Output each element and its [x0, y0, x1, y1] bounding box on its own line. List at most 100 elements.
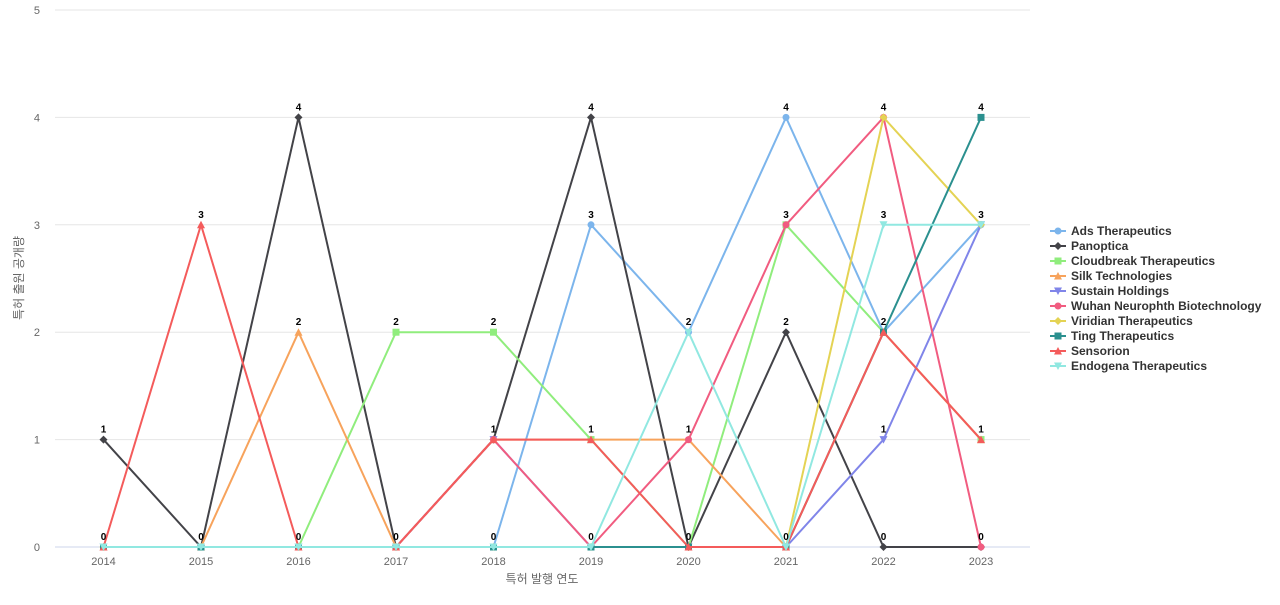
- y-tick-label: 0: [34, 542, 40, 554]
- series-cloudbreak-therapeutics[interactable]: [100, 221, 985, 551]
- legend-item[interactable]: Silk Technologies: [1050, 269, 1172, 283]
- data-point[interactable]: [977, 543, 985, 551]
- legend-item[interactable]: Viridian Therapeutics: [1050, 314, 1193, 328]
- legend-symbol: [1054, 317, 1062, 325]
- data-label: 1: [686, 425, 692, 436]
- data-point[interactable]: [977, 221, 985, 229]
- data-point[interactable]: [489, 543, 498, 552]
- x-tick-label: 2015: [189, 556, 213, 568]
- x-axis-title: 특허 발행 연도: [506, 571, 579, 586]
- x-axis-ticks: 2014 2015 2016 2017 2018 2019 2020 2021 2022 2023: [91, 556, 993, 568]
- data-label: 0: [588, 532, 594, 543]
- x-tick-label: 2023: [969, 556, 993, 568]
- data-label: 4: [881, 102, 887, 113]
- data-point[interactable]: [879, 328, 888, 336]
- series-line: [102, 223, 982, 548]
- data-point[interactable]: [490, 328, 497, 336]
- y-tick-label: 5: [34, 5, 40, 17]
- data-label: 3: [881, 210, 887, 221]
- data-point[interactable]: [587, 113, 595, 122]
- data-point[interactable]: [99, 435, 108, 444]
- data-point[interactable]: [782, 221, 790, 229]
- data-point[interactable]: [685, 436, 692, 444]
- grid-lines: [55, 9, 1030, 548]
- series-line: [103, 223, 981, 548]
- legend-item[interactable]: Wuhan Neurophth Biotechnology: [1050, 299, 1262, 313]
- data-label: 0: [101, 532, 107, 543]
- data-label: 2: [491, 317, 497, 328]
- y-tick-label: 1: [34, 435, 40, 447]
- data-label: 1: [588, 425, 594, 436]
- y-tick-label: 2: [34, 327, 40, 339]
- legend-label: Cloudbreak Therapeutics: [1071, 254, 1215, 268]
- data-label: 1: [491, 425, 497, 436]
- legend-symbol: [1054, 362, 1062, 370]
- data-label: 4: [296, 102, 302, 113]
- data-label: 2: [686, 317, 692, 328]
- data-label: 2: [881, 317, 887, 328]
- legend-symbol: [1054, 332, 1062, 340]
- series-endogena-therapeutics[interactable]: [99, 221, 986, 552]
- data-point[interactable]: [294, 328, 303, 336]
- data-point[interactable]: [99, 543, 108, 552]
- data-point[interactable]: [392, 328, 400, 336]
- legend-item[interactable]: Cloudbreak Therapeutics: [1050, 254, 1215, 268]
- data-label: 1: [881, 425, 887, 436]
- data-point[interactable]: [294, 543, 303, 552]
- x-tick-label: 2014: [91, 556, 115, 568]
- data-labels: 1 0 3 0 4 2 0 2 0 2 1 0 4 3 1 0 2 1 0 4 3 2 0 4 3 2 1 0 4 3 1 0: [101, 102, 985, 543]
- data-label: 2: [393, 317, 399, 328]
- data-point[interactable]: [392, 543, 400, 552]
- legend-symbol: [1054, 257, 1062, 265]
- legend-label: Silk Technologies: [1071, 269, 1172, 283]
- legend-symbol: [1054, 242, 1062, 250]
- x-tick-label: 2017: [384, 556, 408, 568]
- series-lines: [99, 113, 986, 552]
- data-label: 0: [296, 532, 302, 543]
- data-point[interactable]: [197, 220, 205, 229]
- data-point[interactable]: [587, 435, 595, 444]
- legend-item[interactable]: Endogena Therapeutics: [1050, 359, 1207, 373]
- data-point[interactable]: [197, 543, 205, 552]
- legend-symbol: [1054, 272, 1062, 280]
- data-label: 2: [296, 317, 302, 328]
- data-point[interactable]: [977, 113, 985, 121]
- x-tick-label: 2016: [286, 556, 310, 568]
- data-label: 0: [881, 532, 887, 543]
- data-point[interactable]: [782, 113, 790, 121]
- legend-symbol: [1054, 227, 1062, 235]
- legend-item[interactable]: Sustain Holdings: [1050, 284, 1169, 298]
- legend-label: Panoptica: [1071, 239, 1129, 253]
- data-point[interactable]: [879, 113, 888, 122]
- legend-item[interactable]: Ting Therapeutics: [1050, 329, 1174, 343]
- data-point[interactable]: [879, 543, 888, 551]
- data-point[interactable]: [587, 543, 595, 552]
- data-point[interactable]: [587, 221, 595, 229]
- data-point[interactable]: [684, 543, 693, 551]
- legend-label: Ads Therapeutics: [1071, 224, 1172, 238]
- data-label: 0: [686, 532, 692, 543]
- data-point[interactable]: [684, 328, 693, 337]
- legend-label: Viridian Therapeutics: [1071, 314, 1193, 328]
- data-label: 3: [588, 210, 594, 221]
- x-tick-label: 2022: [871, 556, 895, 568]
- x-tick-label: 2020: [676, 556, 700, 568]
- data-point[interactable]: [782, 543, 790, 552]
- data-point[interactable]: [294, 113, 303, 122]
- data-label: 0: [978, 532, 984, 543]
- data-label: 4: [783, 102, 789, 113]
- legend-item[interactable]: Sensorion: [1050, 344, 1130, 358]
- data-point[interactable]: [879, 221, 888, 229]
- legend-item[interactable]: Panoptica: [1050, 239, 1129, 253]
- data-point[interactable]: [977, 435, 985, 444]
- data-point[interactable]: [879, 436, 888, 444]
- data-point[interactable]: [782, 328, 790, 337]
- data-point[interactable]: [489, 435, 498, 444]
- legend-item[interactable]: Ads Therapeutics: [1050, 224, 1172, 238]
- data-label: 3: [198, 210, 204, 221]
- series-line: [103, 223, 982, 548]
- data-label: 1: [101, 425, 107, 436]
